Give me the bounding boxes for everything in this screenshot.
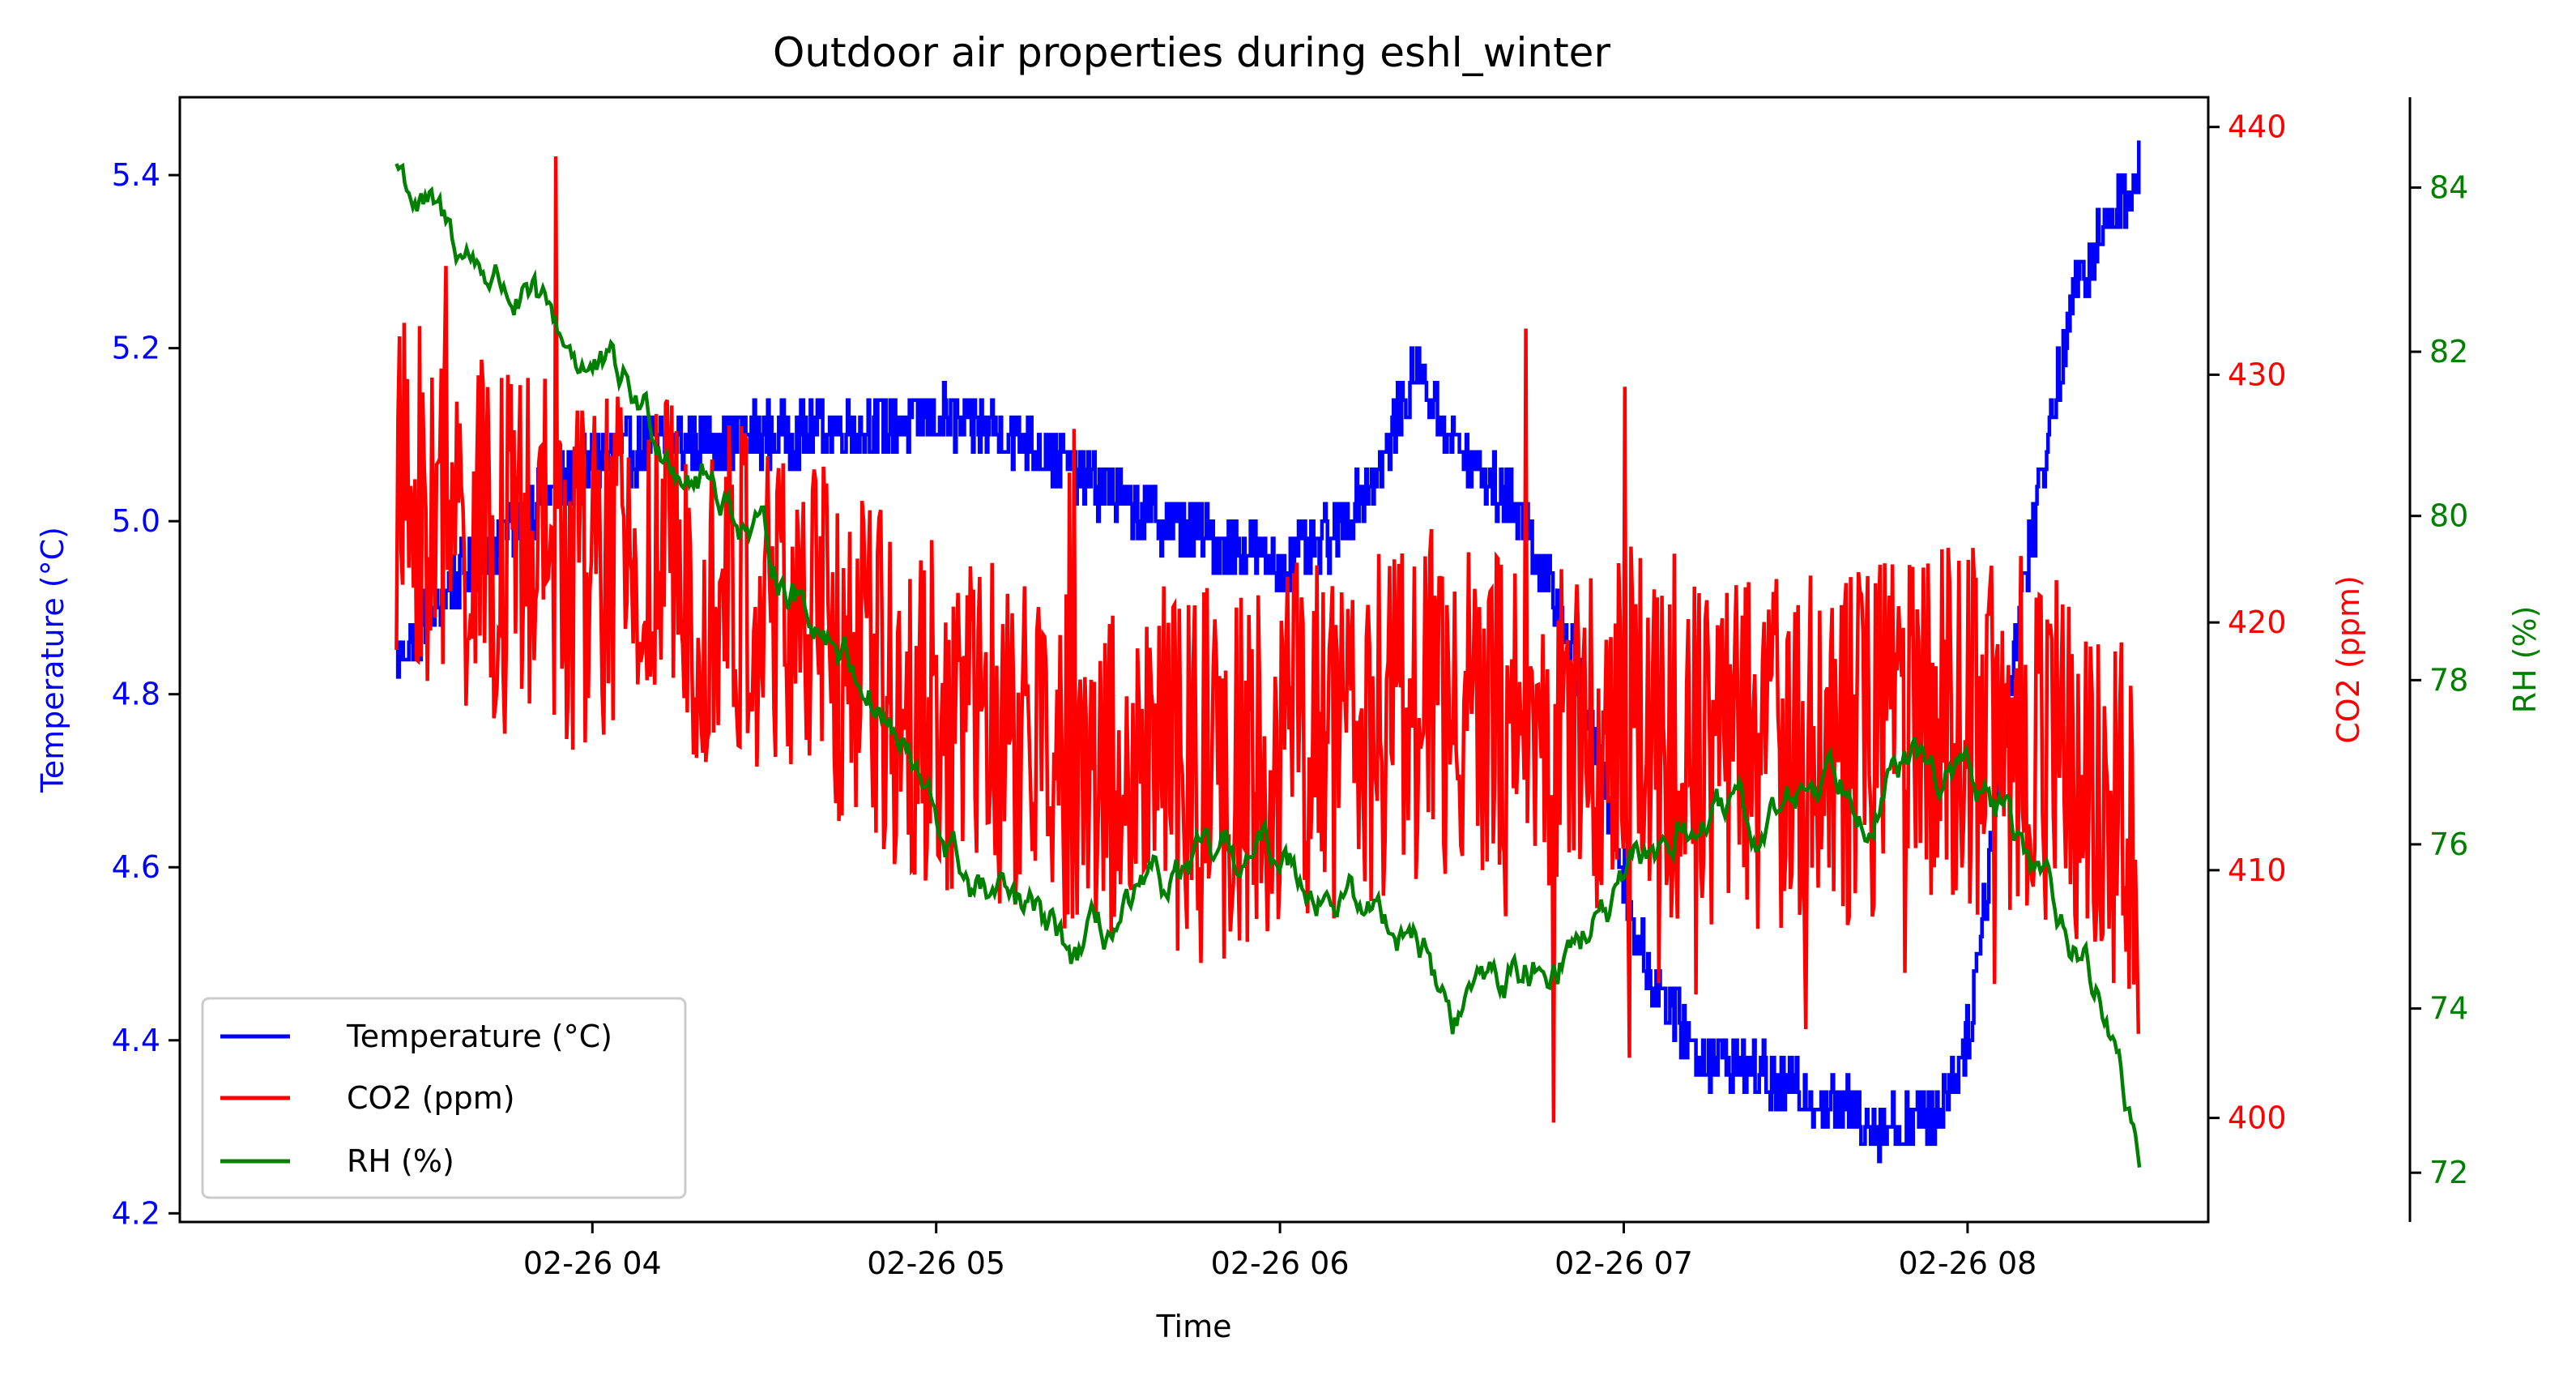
temp-tick-label: 5.2 [112,331,160,366]
x-axis: 02-26 04 02-26 05 02-26 06 02-26 07 02-26 08 [523,1222,2036,1281]
temp-tick-label: 4.8 [112,677,160,712]
x-tick-label: 02-26 07 [1555,1245,1693,1281]
temperature-axis-label: Temperature (°C) [35,527,70,793]
series-line-rh [395,162,2142,1168]
legend: Temperature (°C) CO2 (ppm) RH (%) [201,997,687,1199]
temp-tick-label: 5.0 [112,503,160,539]
co2-axis-label: CO2 (ppm) [2331,575,2366,744]
co2-axis: 400 410 420 430 440 [2208,109,2287,1136]
plot-frame [178,96,2210,1224]
series-line-temp [395,140,2141,1164]
co2-tick-label: 430 [2228,357,2287,392]
rh-axis-label: RH (%) [2507,606,2543,714]
x-axis-label: Time [1156,1309,1232,1344]
x-tick-label: 02-26 04 [523,1245,662,1281]
legend-label-rh: RH (%) [347,1143,454,1179]
temp-tick-label: 5.4 [112,157,160,193]
temp-tick-label: 4.6 [112,849,160,885]
rh-tick-label: 82 [2429,334,2468,370]
co2-tick-label: 410 [2228,852,2287,888]
x-tick-label: 02-26 06 [1211,1245,1350,1281]
chart-title: Outdoor air properties during eshl_winte… [773,29,1610,76]
temperature-axis: 4.2 4.4 4.6 4.8 5.0 5.2 5.4 [112,157,180,1231]
co2-tick-label: 420 [2228,605,2287,640]
legend-label-co2: CO2 (ppm) [347,1080,515,1116]
co2-tick-label: 440 [2228,109,2287,145]
temp-tick-label: 4.4 [112,1023,160,1058]
x-tick-label: 02-26 08 [1898,1245,2036,1281]
temp-tick-label: 4.2 [112,1195,160,1231]
x-tick-label: 02-26 05 [867,1245,1005,1281]
rh-tick-label: 76 [2429,827,2468,862]
co2-tick-label: 400 [2228,1100,2287,1136]
rh-tick-label: 78 [2429,662,2468,698]
rh-tick-label: 84 [2429,169,2468,205]
rh-tick-label: 74 [2429,991,2468,1027]
rh-axis: 72 74 76 78 80 82 84 [2410,169,2468,1190]
rh-tick-label: 72 [2429,1155,2468,1190]
rh-tick-label: 80 [2429,498,2468,534]
legend-box [201,997,687,1199]
legend-label-temperature: Temperature (°C) [346,1019,612,1054]
plot-area [395,140,2142,1168]
series-line-co2 [395,156,2141,1123]
